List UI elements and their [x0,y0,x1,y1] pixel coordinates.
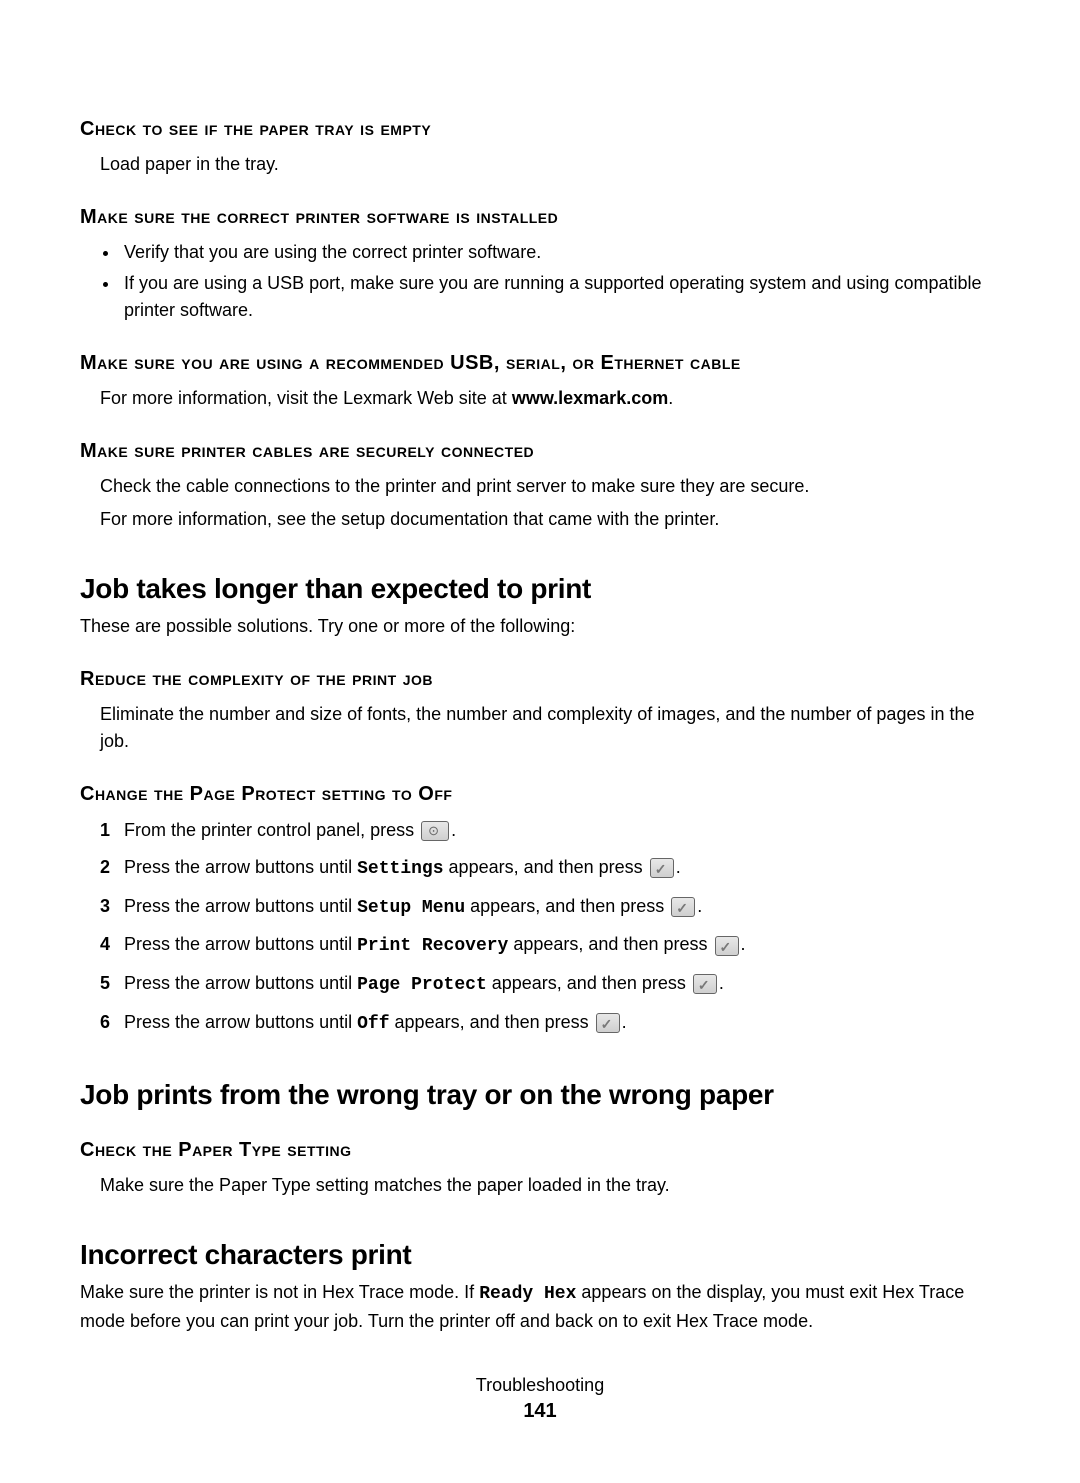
step-item: Press the arrow buttons until Setup Menu… [100,892,1000,923]
text-possible-solutions: These are possible solutions. Try one or… [80,613,1000,640]
heading-job-takes-longer: Job takes longer than expected to print [80,573,1000,605]
text-setup-doc: For more information, see the setup docu… [100,506,1000,533]
heading-correct-software: Make sure the correct printer software i… [80,206,1000,229]
step-item: Press the arrow buttons until Settings a… [100,853,1000,884]
text-fragment: . [697,896,702,916]
mono-text: Ready Hex [479,1284,576,1304]
text-fragment: appears, and then press [508,934,712,954]
page-content: Check to see if the paper tray is empty … [0,0,1080,1483]
bullet-item: Verify that you are using the correct pr… [120,239,1000,266]
text-fragment: Make sure the printer is not in Hex Trac… [80,1282,479,1302]
step-list-page-protect: From the printer control panel, press . … [100,816,1000,1039]
text-fragment: Press the arrow buttons until [124,973,357,993]
heading-check-tray: Check to see if the paper tray is empty [80,118,1000,141]
heading-wrong-tray: Job prints from the wrong tray or on the… [80,1079,1000,1111]
text-fragment: . [668,388,673,408]
heading-change-page-protect: Change the Page Protect setting to Off [80,783,1000,806]
text-fragment: appears, and then press [390,1012,594,1032]
text-fragment: . [622,1012,627,1032]
text-eliminate-fonts: Eliminate the number and size of fonts, … [100,701,1000,755]
step-item: Press the arrow buttons until Page Prote… [100,969,1000,1000]
text-fragment: . [451,820,456,840]
footer-page-number: 141 [80,1400,1000,1423]
mono-text: Print Recovery [357,936,508,956]
text-fragment: appears, and then press [465,896,669,916]
heading-recommended-cable: Make sure you are using a recommended US… [80,352,1000,375]
check-button-icon [596,1013,620,1033]
link-lexmark: www.lexmark.com [512,388,668,408]
mono-text: Setup Menu [357,898,465,918]
check-button-icon [715,936,739,956]
footer-section-title: Troubleshooting [80,1375,1000,1396]
text-fragment: . [676,857,681,877]
text-fragment: Press the arrow buttons until [124,857,357,877]
mono-text: Page Protect [357,975,487,995]
text-fragment: . [741,934,746,954]
step-item: Press the arrow buttons until Print Reco… [100,930,1000,961]
text-fragment: . [719,973,724,993]
step-item: From the printer control panel, press . [100,816,1000,845]
bullet-item: If you are using a USB port, make sure y… [120,270,1000,324]
text-load-paper: Load paper in the tray. [100,151,1000,178]
mono-text: Settings [357,859,443,879]
heading-incorrect-characters: Incorrect characters print [80,1239,1000,1271]
text-paper-type-match: Make sure the Paper Type setting matches… [100,1172,1000,1199]
bullet-list-software: Verify that you are using the correct pr… [120,239,1000,324]
text-fragment: appears, and then press [487,973,691,993]
text-fragment: From the printer control panel, press [124,820,419,840]
heading-check-paper-type: Check the Paper Type setting [80,1139,1000,1162]
text-fragment: Press the arrow buttons until [124,896,357,916]
mono-text: Off [357,1014,389,1034]
text-fragment: appears, and then press [444,857,648,877]
heading-reduce-complexity: Reduce the complexity of the print job [80,668,1000,691]
menu-button-icon [421,821,449,841]
check-button-icon [671,897,695,917]
text-lexmark-site: For more information, visit the Lexmark … [100,385,1000,412]
check-button-icon [693,974,717,994]
text-fragment: Press the arrow buttons until [124,934,357,954]
heading-cables-connected: Make sure printer cables are securely co… [80,440,1000,463]
check-button-icon [650,858,674,878]
page-footer: Troubleshooting 141 [80,1375,1000,1423]
step-item: Press the arrow buttons until Off appear… [100,1008,1000,1039]
text-fragment: Press the arrow buttons until [124,1012,357,1032]
text-fragment: For more information, visit the Lexmark … [100,388,512,408]
text-check-connections: Check the cable connections to the print… [100,473,1000,500]
text-hex-trace: Make sure the printer is not in Hex Trac… [80,1279,1000,1335]
